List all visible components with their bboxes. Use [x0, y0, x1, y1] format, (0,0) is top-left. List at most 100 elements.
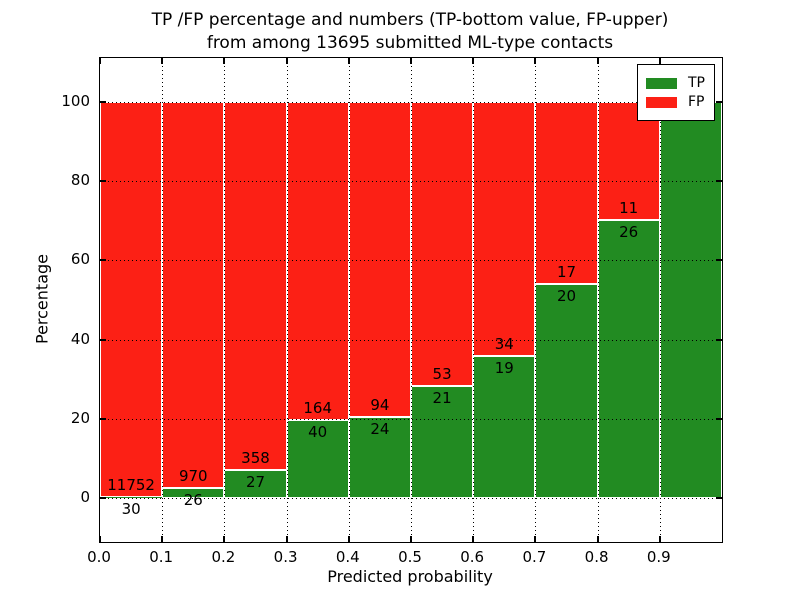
gridline-vertical: [411, 58, 412, 542]
bar-segment-fp: [162, 102, 225, 488]
y-tick-label: 100: [61, 92, 90, 110]
y-tick-mark: [100, 259, 106, 262]
x-tick-label: 0.6: [460, 548, 485, 566]
bar-segment-tp: [100, 496, 163, 498]
x-tick-label: 0.1: [149, 548, 174, 566]
x-tick-mark: [285, 58, 288, 64]
tp-count-label: 30: [121, 499, 141, 518]
gridlines-layer: [100, 58, 722, 542]
bar-segment-fp: [100, 102, 163, 497]
fp-legend-swatch: [646, 96, 677, 108]
x-tick-label: 0.5: [398, 548, 422, 566]
x-tick-mark: [347, 58, 350, 64]
y-tick-mark: [716, 497, 722, 499]
y-tick-mark: [100, 497, 106, 499]
chart-title-line2: from among 13695 submitted ML-type conta…: [206, 33, 614, 53]
x-tick-label: 0.7: [522, 548, 547, 566]
tp-legend-label: TP: [688, 75, 705, 91]
x-tick-mark: [658, 58, 661, 64]
legend-entry-fp: FP: [646, 94, 705, 110]
x-tick-label: 0.3: [273, 548, 298, 566]
x-tick-mark: [161, 58, 164, 64]
bar-segment-tp: [473, 356, 536, 498]
fp-count-label: 94: [370, 396, 390, 415]
tp-count-label: 21: [432, 388, 452, 407]
gridline-vertical: [162, 58, 164, 542]
x-tick-label: 0.9: [646, 548, 671, 566]
x-tick-mark: [596, 536, 599, 542]
x-tick-mark: [223, 536, 226, 542]
tp-count-label: 24: [370, 420, 390, 439]
x-tick-label: 0.0: [87, 548, 111, 566]
y-tick-label: 20: [70, 408, 90, 427]
gridline-vertical: [473, 58, 475, 542]
plot-area: 11752 30 970 26 358 27 164 40 94 24 53 21 34 19 17 20 11…: [99, 57, 723, 543]
y-tick-mark: [100, 180, 106, 183]
x-axis-label: Predicted probability: [327, 567, 493, 586]
gridline-vertical: [286, 58, 288, 542]
bar-segment-fp: [224, 102, 287, 471]
fp-count-label: 11: [619, 198, 639, 217]
bar-segment-tp: [286, 420, 349, 498]
x-tick-mark: [161, 536, 164, 542]
chart-title: TP /FP percentage and numbers (TP-bottom…: [0, 9, 800, 55]
tp-count-label: 26: [619, 222, 639, 241]
x-tick-mark: [658, 536, 661, 542]
gridline-vertical: [659, 58, 661, 542]
bar-segment-fp: [535, 102, 598, 284]
y-tick-mark: [100, 101, 106, 103]
fp-count-label: 358: [241, 449, 270, 468]
tick-marks-layer: [99, 58, 722, 542]
gridline-vertical: [224, 58, 226, 542]
y-tick-mark: [100, 338, 106, 341]
y-tick-label: 80: [70, 171, 90, 190]
chart-title-line1: TP /FP percentage and numbers (TP-bottom…: [151, 10, 669, 30]
fp-count-label: 53: [432, 364, 452, 383]
x-tick-mark: [410, 58, 412, 64]
y-tick-label: 40: [70, 329, 90, 348]
y-tick-label: 60: [70, 250, 90, 269]
bar-segment-tp: [535, 283, 598, 498]
y-tick-mark: [716, 180, 722, 183]
tp-legend-swatch: [646, 77, 677, 89]
y-tick-mark: [100, 417, 106, 420]
fp-count-label: 17: [556, 262, 577, 281]
fp-legend-label: FP: [688, 94, 705, 110]
fp-count-label: 164: [303, 399, 332, 418]
x-tick-label: 0.8: [584, 548, 609, 566]
y-tick-label: 0: [80, 488, 90, 506]
tp-count-label: 27: [245, 473, 266, 492]
y-tick-mark: [716, 338, 722, 341]
tp-count-label: 26: [183, 490, 203, 509]
bars-layer: [100, 58, 722, 542]
x-tick-mark: [534, 58, 537, 64]
x-tick-mark: [596, 58, 599, 64]
fp-count-label: 11752: [107, 475, 155, 494]
x-tick-mark: [285, 536, 288, 542]
x-tick-mark: [534, 536, 537, 542]
x-tick-mark: [99, 536, 101, 542]
y-tick-mark: [716, 417, 722, 420]
x-tick-label: 0.2: [211, 548, 236, 566]
bar-segment-tp: [224, 470, 287, 498]
y-tick-mark: [716, 101, 722, 103]
x-tick-mark: [410, 536, 412, 542]
tp-count-label: 19: [494, 359, 514, 378]
legend-entry-tp: TP: [646, 75, 705, 91]
x-tick-mark: [472, 536, 475, 542]
gridline-vertical: [597, 58, 599, 542]
x-tick-mark: [99, 58, 101, 64]
x-tick-label: 0.4: [335, 548, 360, 566]
value-labels-layer: 11752 30 970 26 358 27 164 40 94 24 53 21 34 19 17 20 11…: [100, 58, 722, 542]
legend: TP FP: [637, 64, 715, 121]
tp-count-label: 40: [308, 423, 328, 442]
x-tick-mark: [223, 58, 226, 64]
bar-segment-tp: [348, 417, 411, 498]
gridline-vertical: [535, 58, 537, 542]
x-tick-mark: [347, 536, 350, 542]
gridline-vertical: [348, 58, 350, 542]
y-tick-mark: [716, 259, 722, 262]
bar-segment-tp: [597, 219, 660, 498]
tp-count-label: 20: [556, 286, 577, 305]
